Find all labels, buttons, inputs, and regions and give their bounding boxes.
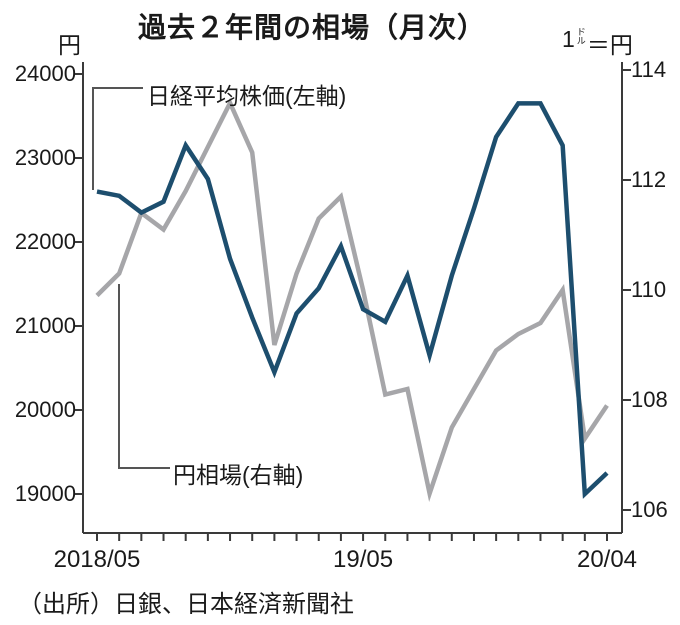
- legend-nikkei-label: 日経平均株価(左軸): [147, 83, 347, 109]
- nikkei-average-line: [96, 101, 609, 499]
- right-unit-small-kana: ド ル: [576, 27, 586, 46]
- x-axis-tick-label: 20/04: [576, 546, 638, 573]
- right-axis-tick-label: 112: [631, 167, 667, 192]
- left-axis-tick-label: 20000: [14, 397, 76, 422]
- legend-yen-label: 円相場(右軸): [173, 462, 304, 488]
- x-axis-tick-label: 19/05: [333, 546, 394, 573]
- nikkei-label-leader-line: [92, 87, 143, 190]
- right-unit-prefix: 1: [562, 26, 575, 52]
- left-axis-tick-label: 22000: [14, 229, 76, 254]
- right-axis-tick-label: 110: [631, 277, 667, 302]
- left-axis-tick-label: 21000: [14, 313, 76, 338]
- right-axis-tick-label: 108: [631, 387, 668, 412]
- yen-rate-line: [95, 97, 609, 503]
- source-note: （出所）日銀、日本経済新聞社: [18, 591, 354, 618]
- right-axis-tick-label: 114: [631, 57, 667, 82]
- right-unit-suffix: ＝円: [586, 32, 633, 58]
- left-axis-tick-label: 19000: [14, 481, 76, 506]
- chart-title: 過去２年間の相場（月次）: [138, 12, 487, 43]
- yen-label-leader-line: [118, 284, 170, 469]
- x-axis-tick-label: 2018/05: [53, 546, 141, 573]
- right-axis-tick-label: 106: [631, 497, 668, 522]
- right-axis-unit-label: 1 ド ル ＝円: [562, 26, 633, 60]
- left-axis-unit-label: 円: [58, 32, 81, 58]
- left-axis-tick-label: 24000: [14, 61, 76, 86]
- left-axis-tick-label: 23000: [14, 145, 76, 170]
